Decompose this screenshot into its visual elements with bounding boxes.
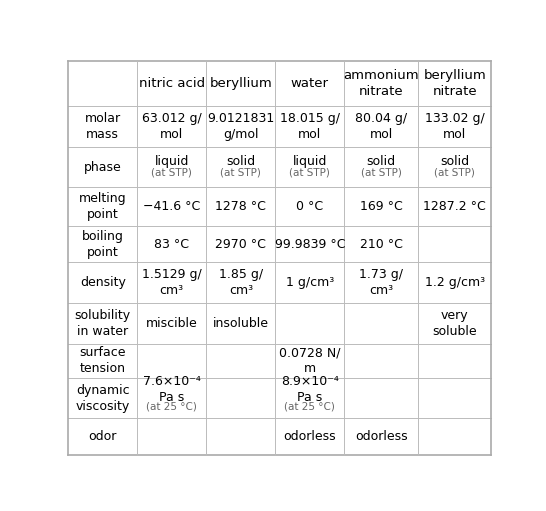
Text: 8.9×10⁻⁴
Pa s: 8.9×10⁻⁴ Pa s (281, 376, 339, 405)
Text: 1278 °C: 1278 °C (216, 200, 266, 213)
Text: 83 °C: 83 °C (155, 238, 189, 251)
Text: solubility
in water: solubility in water (75, 309, 131, 338)
Text: phase: phase (84, 160, 122, 174)
Text: 133.02 g/
mol: 133.02 g/ mol (425, 112, 484, 141)
Text: 169 °C: 169 °C (360, 200, 402, 213)
Text: (at STP): (at STP) (361, 168, 402, 178)
Text: water: water (291, 77, 329, 90)
Text: 18.015 g/
mol: 18.015 g/ mol (280, 112, 340, 141)
Text: solid: solid (366, 155, 396, 168)
Text: (at STP): (at STP) (434, 168, 475, 178)
Text: −41.6 °C: −41.6 °C (143, 200, 200, 213)
Text: miscible: miscible (146, 317, 198, 330)
Text: 9.0121831
g/mol: 9.0121831 g/mol (207, 112, 275, 141)
Text: 80.04 g/
mol: 80.04 g/ mol (355, 112, 407, 141)
Text: 2970 °C: 2970 °C (216, 238, 266, 251)
Text: ammonium
nitrate: ammonium nitrate (343, 69, 419, 98)
Text: (at 25 °C): (at 25 °C) (146, 401, 197, 411)
Text: (at 25 °C): (at 25 °C) (284, 401, 335, 411)
Text: very
soluble: very soluble (432, 309, 477, 338)
Text: odorless: odorless (283, 430, 336, 443)
Text: beryllium: beryllium (210, 77, 272, 90)
Text: 99.9839 °C: 99.9839 °C (275, 238, 345, 251)
Text: nitric acid: nitric acid (139, 77, 205, 90)
Text: dynamic
viscosity: dynamic viscosity (76, 384, 130, 412)
Text: (at STP): (at STP) (151, 168, 192, 178)
Text: odor: odor (88, 430, 117, 443)
Text: 1.73 g/
cm³: 1.73 g/ cm³ (359, 268, 403, 297)
Text: molar
mass: molar mass (85, 112, 121, 141)
Text: 63.012 g/
mol: 63.012 g/ mol (142, 112, 201, 141)
Text: odorless: odorless (355, 430, 407, 443)
Text: boiling
point: boiling point (82, 229, 124, 259)
Text: solid: solid (226, 155, 256, 168)
Text: 7.6×10⁻⁴
Pa s: 7.6×10⁻⁴ Pa s (143, 376, 201, 405)
Text: 1.2 g/cm³: 1.2 g/cm³ (425, 276, 485, 289)
Text: 210 °C: 210 °C (360, 238, 402, 251)
Text: melting
point: melting point (79, 192, 127, 221)
Text: 0.0728 N/
m: 0.0728 N/ m (279, 346, 341, 375)
Text: 1.5129 g/
cm³: 1.5129 g/ cm³ (142, 268, 201, 297)
Text: (at STP): (at STP) (221, 168, 262, 178)
Text: 0 °C: 0 °C (296, 200, 323, 213)
Text: beryllium
nitrate: beryllium nitrate (423, 69, 486, 98)
Text: (at STP): (at STP) (289, 168, 330, 178)
Text: 1.85 g/
cm³: 1.85 g/ cm³ (219, 268, 263, 297)
Text: 1287.2 °C: 1287.2 °C (423, 200, 486, 213)
Text: liquid: liquid (293, 155, 327, 168)
Text: surface
tension: surface tension (80, 346, 126, 375)
Text: liquid: liquid (155, 155, 189, 168)
Text: insoluble: insoluble (213, 317, 269, 330)
Text: density: density (80, 276, 126, 289)
Text: solid: solid (440, 155, 469, 168)
Text: 1 g/cm³: 1 g/cm³ (286, 276, 334, 289)
